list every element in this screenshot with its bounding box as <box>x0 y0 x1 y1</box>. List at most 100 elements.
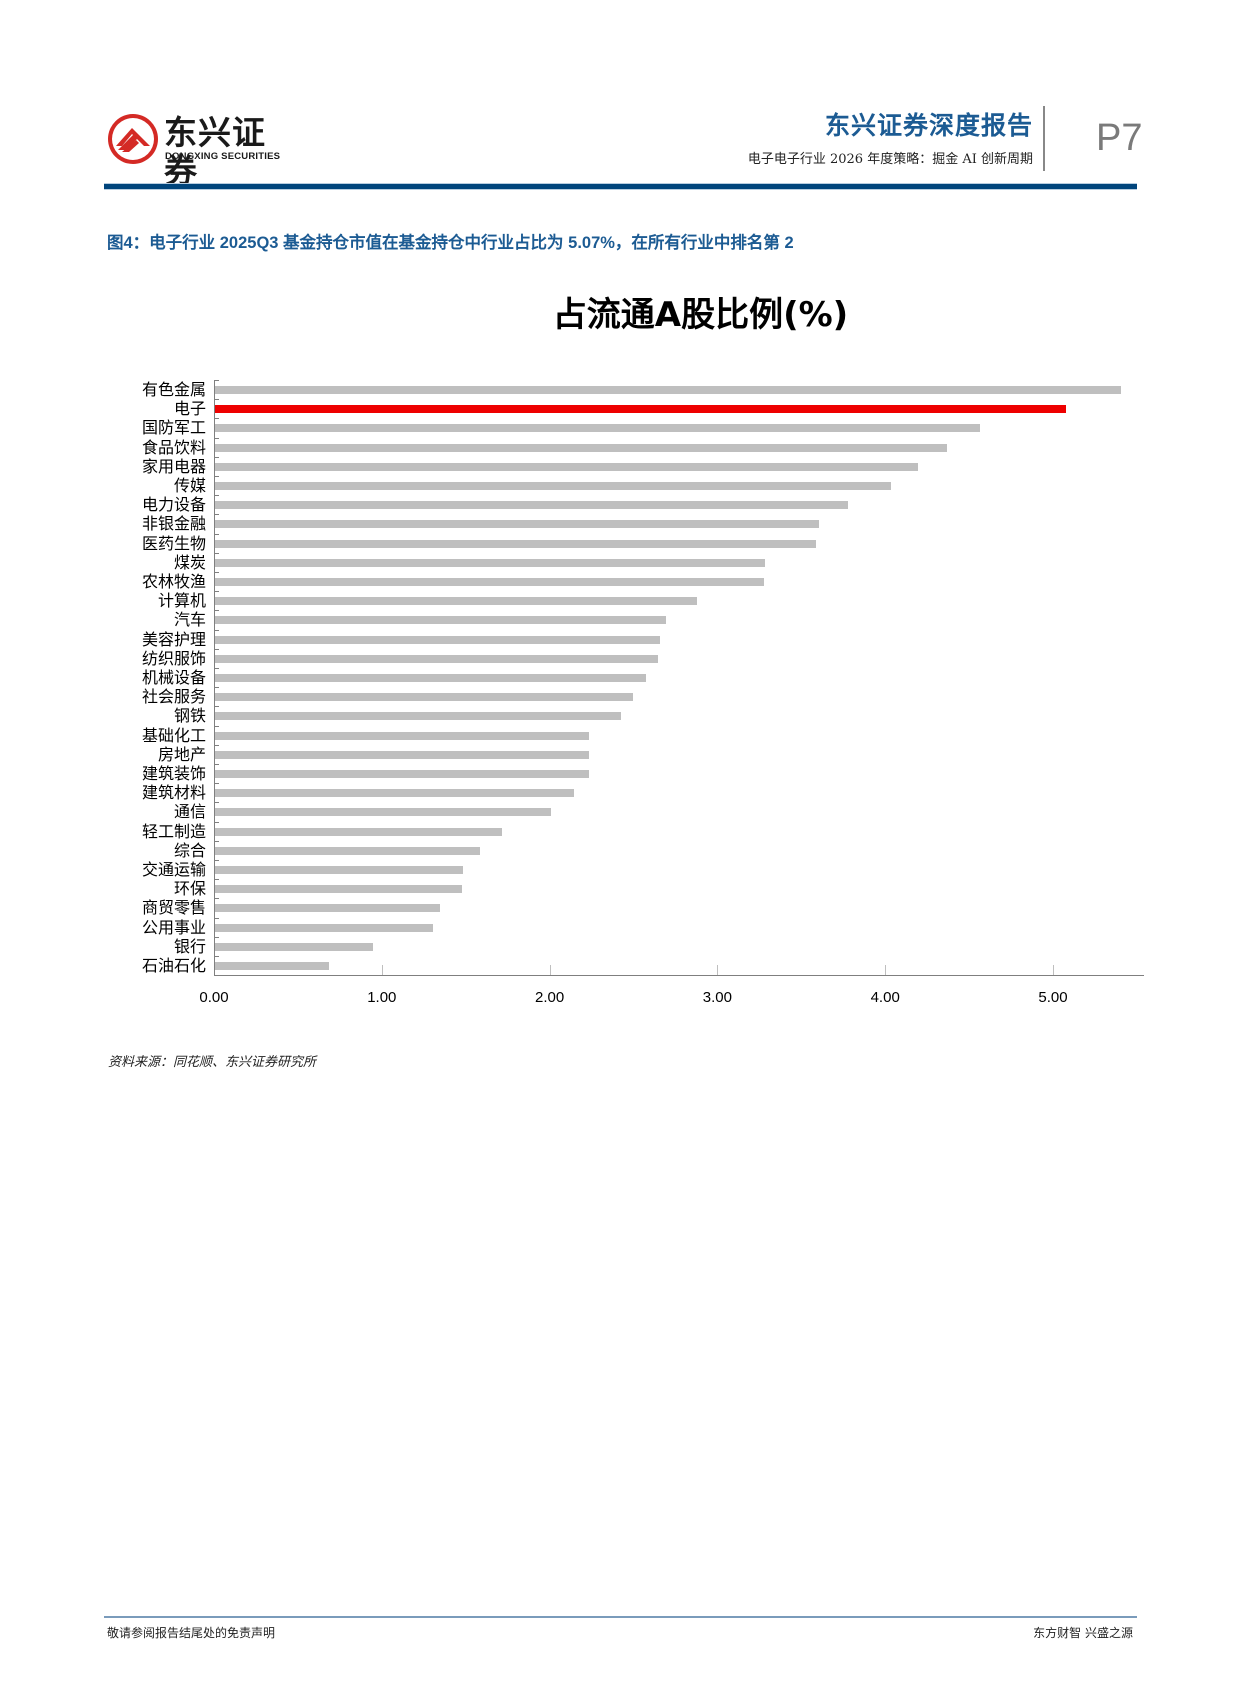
y-axis-tick <box>214 572 219 573</box>
bar-highlighted <box>215 405 1066 414</box>
bar <box>215 520 820 529</box>
y-axis-tick <box>214 514 219 515</box>
logo-mountain-icon <box>108 114 158 164</box>
bar <box>215 693 633 702</box>
x-axis-tick <box>549 965 551 975</box>
category-label: 房地产 <box>157 744 206 764</box>
x-axis-tick-label: 1.00 <box>367 989 397 1006</box>
y-axis-tick <box>214 438 219 439</box>
footer-slogan: 东方财智 兴盛之源 <box>1033 1626 1133 1640</box>
category-label: 综合 <box>173 840 206 860</box>
category-label: 国防军工 <box>141 418 206 438</box>
category-label: 交通运输 <box>141 860 206 879</box>
bar <box>215 770 590 778</box>
bar <box>215 808 551 817</box>
x-axis <box>214 975 1144 976</box>
y-axis-tick <box>214 418 219 419</box>
category-label: 社会服务 <box>141 687 206 707</box>
category-label: 电力设备 <box>141 495 206 515</box>
bar <box>215 731 590 740</box>
category-label: 钢铁 <box>173 706 206 726</box>
footer-disclaimer: 敬请参阅报告结尾处的免责声明 <box>107 1626 276 1640</box>
bar <box>215 942 373 951</box>
bar <box>215 750 590 759</box>
category-label: 通信 <box>173 802 206 822</box>
y-axis-tick <box>214 534 219 535</box>
y-axis-tick <box>214 802 219 803</box>
y-axis-tick <box>214 764 219 765</box>
bar <box>215 904 440 913</box>
bar <box>215 827 502 836</box>
y-axis-tick <box>214 495 219 496</box>
logo-english-name: DONGXING SECURITIES <box>165 151 281 162</box>
x-axis-tick-label: 2.00 <box>534 989 565 1006</box>
x-axis-tick-label: 4.00 <box>870 989 900 1006</box>
category-label: 美容护理 <box>141 629 206 649</box>
y-axis-tick <box>214 937 219 938</box>
bar <box>215 597 697 606</box>
y-axis-tick <box>214 380 219 381</box>
category-label: 计算机 <box>157 591 206 611</box>
category-label: 基础化工 <box>141 725 206 745</box>
category-label: 建筑装饰 <box>141 764 206 783</box>
x-axis-tick-label: 5.00 <box>1038 989 1068 1006</box>
category-label: 银行 <box>173 936 206 956</box>
bar <box>215 424 981 433</box>
company-logo: 东兴证券 DONGXING SECURITIES <box>108 114 296 190</box>
bar <box>215 923 434 932</box>
y-axis-tick <box>214 898 219 899</box>
bar <box>215 866 464 874</box>
y-axis-tick <box>214 783 219 784</box>
bar <box>215 846 481 855</box>
y-axis-tick <box>214 975 219 976</box>
category-label: 纺织服饰 <box>141 648 206 668</box>
y-axis-tick <box>214 918 219 919</box>
bar <box>215 712 622 721</box>
bar <box>215 674 647 682</box>
chart-title: 占流通A股比例(%) <box>552 295 849 335</box>
bar <box>215 386 1122 394</box>
bar <box>215 443 947 452</box>
category-label: 农林牧渔 <box>141 572 206 591</box>
bar <box>215 616 667 625</box>
category-label: 轻工制造 <box>141 821 206 841</box>
bar-chart-plot: 有色金属 电子 国防军工 食品饮料 家用电器 传媒 电力设备 非银金融 医药生物 煤炭 农林牧渔 计算… <box>142 380 1144 1006</box>
category-label: 环保 <box>173 879 206 899</box>
y-axis-tick <box>214 399 219 400</box>
y-axis-tick <box>214 726 219 727</box>
y-axis-tick <box>214 476 219 477</box>
y-axis-tick <box>214 822 219 823</box>
y-axis-tick <box>214 591 219 592</box>
x-axis-tick-label: 3.00 <box>702 989 732 1006</box>
y-axis-tick <box>214 956 219 957</box>
y-axis-tick <box>214 553 219 554</box>
y-axis-tick <box>214 630 219 631</box>
bar <box>215 885 462 894</box>
y-axis-tick <box>214 860 219 861</box>
category-label: 石油石化 <box>141 956 206 975</box>
bar <box>215 482 892 490</box>
bar <box>215 578 764 586</box>
bar <box>215 789 575 798</box>
y-axis-tick <box>214 649 219 650</box>
category-label: 非银金融 <box>141 514 206 534</box>
category-label: 食品饮料 <box>141 437 206 457</box>
y-axis-tick <box>214 706 219 707</box>
x-axis-tick <box>717 965 719 975</box>
bar <box>215 654 658 663</box>
report-type-title: 东兴证券深度报告 <box>824 111 1033 140</box>
bar <box>215 462 919 471</box>
category-label: 家用电器 <box>141 456 206 476</box>
report-subtitle: 电子电子行业 2026 年度策略：掘金 AI 创新周期 <box>747 152 1033 167</box>
y-axis-tick <box>214 668 219 669</box>
x-axis-tick <box>381 965 383 975</box>
bar <box>215 962 330 970</box>
bar <box>215 635 660 644</box>
x-axis-tick <box>885 965 887 975</box>
y-axis-tick <box>214 457 219 458</box>
x-axis-tick <box>1053 965 1054 975</box>
category-label: 有色金属 <box>141 380 206 399</box>
bar <box>215 539 816 548</box>
footer-rule <box>104 1616 1137 1618</box>
category-label: 商贸零售 <box>141 898 206 918</box>
